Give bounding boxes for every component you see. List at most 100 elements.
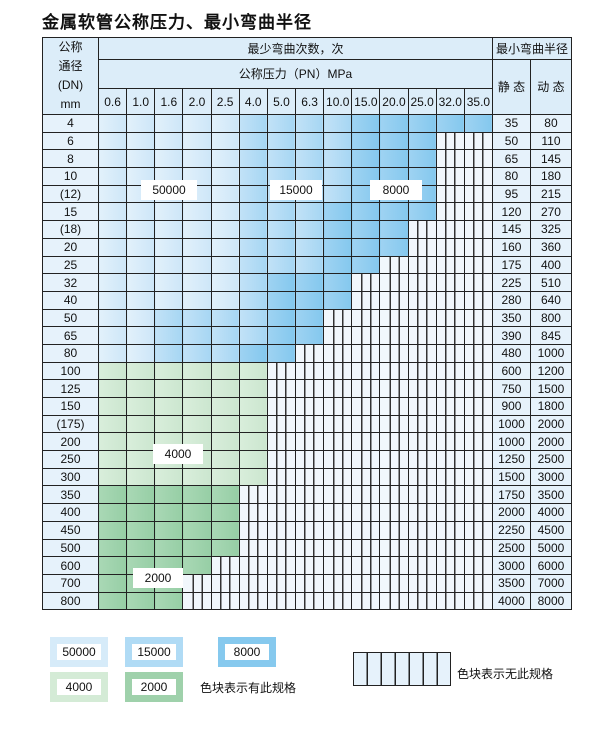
- spec-cell-50000: [97, 220, 128, 239]
- dn-cell: (18): [42, 220, 99, 239]
- no-spec-cell: [435, 273, 465, 292]
- spec-cell-50000: [126, 114, 156, 133]
- no-spec-cell: [294, 503, 325, 522]
- spec-cell-8000: [351, 220, 381, 239]
- spec-cell-4000: [126, 414, 156, 434]
- legend-swatch-50000: 50000: [50, 637, 108, 667]
- no-spec-cell: [238, 556, 268, 575]
- no-spec-cell: [351, 485, 381, 505]
- spec-cell-50000: [126, 343, 156, 363]
- no-spec-cell: [435, 255, 465, 275]
- spec-cell-8000: [463, 114, 493, 133]
- no-spec-cell: [266, 414, 296, 434]
- no-spec-cell: [379, 308, 409, 328]
- no-spec-cell: [379, 450, 409, 469]
- spec-cell-8000: [294, 290, 325, 310]
- static-radius-cell: 145: [491, 220, 531, 239]
- no-spec-cell: [238, 485, 268, 505]
- spec-cell-50000: [182, 255, 212, 275]
- pressure-col-header: 25.0: [407, 88, 437, 115]
- spec-cell-8000: [294, 308, 325, 328]
- no-spec-cell: [351, 556, 381, 575]
- pressure-col-header: 1.6: [154, 88, 184, 115]
- spec-cell-50000: [154, 114, 184, 133]
- spec-cell-50000: [97, 131, 128, 151]
- no-spec-cell: [323, 503, 353, 522]
- dynamic-radius-cell: 2500: [529, 450, 572, 469]
- spec-cell-15000: [323, 131, 353, 151]
- no-spec-cell: [351, 591, 381, 611]
- spec-cell-4000: [210, 397, 240, 416]
- spec-cell-4000: [210, 414, 240, 434]
- no-spec-cell: [266, 520, 296, 540]
- spec-cell-4000: [238, 432, 268, 452]
- no-spec-cell: [323, 308, 353, 328]
- spec-cell-4000: [210, 379, 240, 398]
- static-radius-cell: 3000: [491, 556, 531, 575]
- dynamic-radius-cell: 4000: [529, 503, 572, 522]
- no-spec-cell: [294, 361, 325, 381]
- spec-cell-4000: [97, 450, 128, 469]
- spec-cell-50000: [154, 202, 184, 222]
- spec-cell-2000: [182, 503, 212, 522]
- spec-cell-15000: [294, 131, 325, 151]
- spec-cell-8000: [379, 237, 409, 257]
- no-spec-cell: [266, 573, 296, 593]
- spec-cell-15000: [238, 131, 268, 151]
- spec-cell-4000: [238, 414, 268, 434]
- spec-cell-8000: [238, 343, 268, 363]
- dynamic-header: 动 态: [529, 59, 572, 115]
- no-spec-cell: [407, 220, 437, 239]
- spec-cell-15000: [323, 114, 353, 133]
- dn-header-line: 通径: [58, 59, 83, 73]
- table-row: (175) 1000 2000: [42, 414, 572, 434]
- no-spec-cell: [407, 538, 437, 558]
- spec-cell-8000: [407, 131, 437, 151]
- no-spec-cell: [463, 414, 493, 434]
- dn-cell: 65: [42, 326, 99, 345]
- no-spec-cell: [463, 485, 493, 505]
- spec-cell-50000: [126, 237, 156, 257]
- static-radius-cell: 900: [491, 397, 531, 416]
- no-spec-cell: [294, 591, 325, 611]
- no-spec-cell: [323, 397, 353, 416]
- no-spec-cell: [435, 131, 465, 151]
- no-spec-cell: [379, 573, 409, 593]
- no-spec-cell: [351, 467, 381, 487]
- spec-cell-50000: [210, 255, 240, 275]
- spec-cell-15000: [182, 343, 212, 363]
- spec-cell-4000: [210, 361, 240, 381]
- dynamic-radius-cell: 1200: [529, 361, 572, 381]
- spec-cell-15000: [182, 326, 212, 345]
- no-spec-cell: [463, 149, 493, 169]
- spec-cell-15000: [238, 255, 268, 275]
- table-row: 8 65 145: [42, 149, 572, 169]
- table-row: 800 4000 8000: [42, 591, 572, 611]
- spec-cell-50000: [97, 255, 128, 275]
- spec-cell-2000: [182, 556, 212, 575]
- spec-cell-8000: [266, 290, 296, 310]
- dn-cell: 25: [42, 255, 99, 275]
- no-spec-cell: [379, 255, 409, 275]
- dn-cell: 800: [42, 591, 99, 611]
- spec-cell-50000: [97, 202, 128, 222]
- spec-cell-50000: [182, 149, 212, 169]
- spec-cell-15000: [210, 343, 240, 363]
- no-spec-cell: [351, 432, 381, 452]
- spec-cell-2000: [97, 485, 128, 505]
- spec-cell-4000: [154, 414, 184, 434]
- no-spec-cell: [351, 450, 381, 469]
- spec-cell-50000: [126, 255, 156, 275]
- spec-cell-15000: [238, 202, 268, 222]
- no-spec-cell: [323, 538, 353, 558]
- no-spec-cell: [407, 379, 437, 398]
- no-spec-cell: [407, 485, 437, 505]
- spec-cell-8000: [379, 114, 409, 133]
- spec-cell-2000: [210, 485, 240, 505]
- no-spec-cell: [351, 379, 381, 398]
- spec-cell-4000: [126, 397, 156, 416]
- no-spec-cell: [210, 556, 240, 575]
- no-spec-cell: [463, 520, 493, 540]
- spec-cell-4000: [97, 379, 128, 398]
- static-radius-cell: 1000: [491, 414, 531, 434]
